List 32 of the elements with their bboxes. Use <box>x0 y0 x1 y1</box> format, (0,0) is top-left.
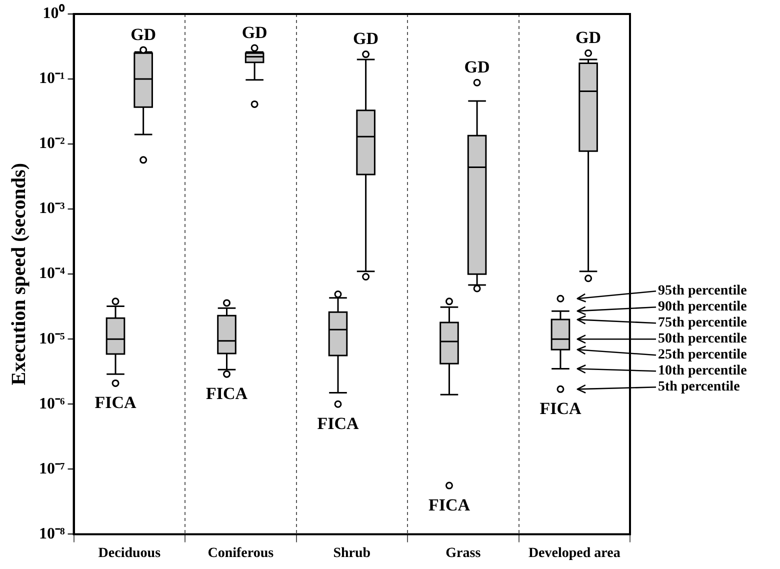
text: 75th percentile <box>658 316 747 331</box>
x-tick-label: Shrub <box>333 546 371 562</box>
x-tick-label: Deciduous <box>98 546 162 562</box>
text: FICA <box>540 399 582 418</box>
y-tick-label: 10⁻¹ <box>39 70 65 88</box>
series-label: GD <box>130 24 156 44</box>
text: GD <box>464 58 490 77</box>
text: 50th percentile <box>658 332 747 347</box>
text: 95th percentile <box>658 284 747 299</box>
series-label: FICA <box>206 384 248 403</box>
text: 10th percentile <box>658 364 747 379</box>
y-tick-label: 10⁰ <box>42 4 65 22</box>
text: 5th percentile <box>658 380 740 395</box>
text: 90th percentile <box>658 300 747 315</box>
y-tick-label: 10⁻⁴ <box>39 265 65 282</box>
y-tick-label: 10⁻² <box>39 135 65 152</box>
text: FICA <box>428 495 470 514</box>
text: GD <box>576 28 602 48</box>
text: 25th percentile <box>658 348 747 363</box>
y-tick-label: 10⁻⁷ <box>39 460 65 478</box>
text: FICA <box>317 414 359 434</box>
text: GD <box>353 29 379 48</box>
text: FICA <box>94 393 136 412</box>
y-axis-title: Execution speed (seconds) <box>8 162 30 386</box>
y-tick-label: 10⁻⁵ <box>39 330 65 348</box>
x-tick-label: Developed area <box>528 546 620 562</box>
text: GD <box>242 22 268 42</box>
y-tick-label: 10⁻³ <box>39 200 65 218</box>
x-tick-label: Coniferous <box>208 546 274 562</box>
y-tick-label: 10⁻⁸ <box>39 525 65 542</box>
y-tick-label: 10⁻⁶ <box>39 395 65 412</box>
x-tick-label: Grass <box>446 546 482 562</box>
